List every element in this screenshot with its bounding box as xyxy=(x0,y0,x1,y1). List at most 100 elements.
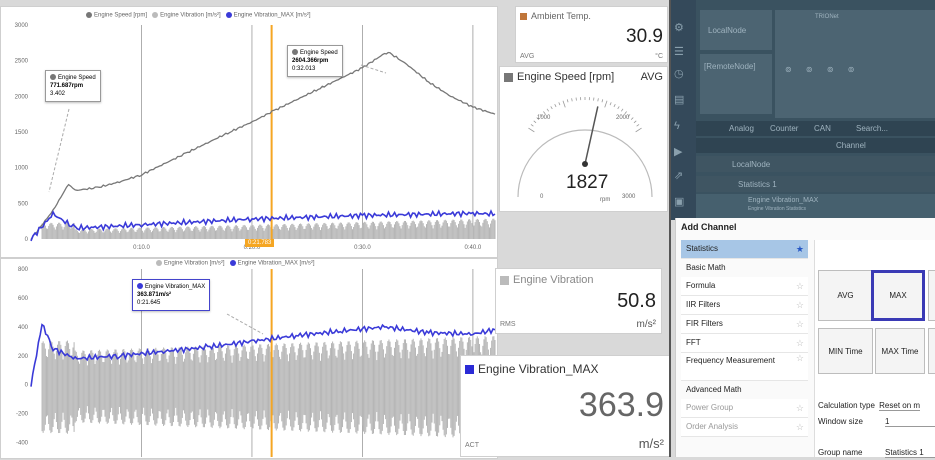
next-stat-button[interactable] xyxy=(928,270,935,321)
tooltip-engine-speed-1: Engine Speed 771.687rpm 3.402 xyxy=(45,70,101,102)
engine-vibration-max-value: 363.9 xyxy=(579,386,664,425)
x-tick-label: 0:10.0 xyxy=(133,245,150,251)
channel-tabs-bar: Analog Counter CAN Search... xyxy=(696,121,935,136)
gauge-tick xyxy=(559,102,560,105)
x-tick-label: 0:30.0 xyxy=(354,245,371,251)
y-tick-label: 0 xyxy=(25,237,29,243)
y-tick-label: 800 xyxy=(18,267,29,273)
engine-vibration-unit: m/s² xyxy=(637,319,656,330)
local-node-card[interactable]: LocalNode xyxy=(700,10,772,50)
star-icon[interactable]: ☆ xyxy=(796,334,804,352)
ambient-stat: AVG xyxy=(520,53,534,60)
storage-icon[interactable]: ▣ xyxy=(674,196,686,208)
tab-counter[interactable]: Counter xyxy=(770,124,798,133)
gauge-tick xyxy=(636,128,642,132)
star-icon[interactable]: ★ xyxy=(796,240,804,258)
y-tick-label: 500 xyxy=(18,201,29,207)
engine-speed-gauge-widget[interactable]: Engine Speed [rpm] AVG 0 1000 2000 3000 … xyxy=(499,66,668,212)
star-icon[interactable]: ☆ xyxy=(796,277,804,295)
engine-vibration-max-unit: m/s² xyxy=(639,436,664,451)
gear-icon[interactable]: ⚙ xyxy=(674,22,686,34)
tree-localnode[interactable]: LocalNode xyxy=(696,156,935,172)
lightning-icon[interactable]: ϟ xyxy=(674,120,686,132)
ambient-temp-widget[interactable]: Ambient Temp. 30.9 AVG °C xyxy=(515,6,668,63)
advanced-math-item[interactable]: Order Analysis☆ xyxy=(681,418,808,437)
gauge-tick xyxy=(543,111,545,113)
engine-vibration-stat: RMS xyxy=(500,321,516,328)
gauge-tick xyxy=(563,101,565,108)
gauge-tick xyxy=(567,99,568,102)
max-button[interactable]: MAX xyxy=(871,270,925,321)
gauge-tick xyxy=(610,102,611,105)
panel-divider xyxy=(669,0,671,457)
next-time-button[interactable] xyxy=(928,328,935,374)
channel-setup-panel: ⚙ ☰ ◷ ▤ ϟ ▶ ⇗ ▣ LocalNode [RemoteNode] T… xyxy=(670,0,935,220)
gauge-tick xyxy=(534,121,536,123)
basic-math-item[interactable]: IIR Filters☆ xyxy=(681,296,808,315)
y-tick-label: 400 xyxy=(18,325,29,331)
window-size-row: Window size 1 xyxy=(818,417,863,426)
min-time-button[interactable]: MIN Time xyxy=(818,328,873,374)
ambient-value: 30.9 xyxy=(626,26,663,48)
document-icon[interactable]: ▤ xyxy=(674,94,686,106)
color-square-icon xyxy=(520,13,527,20)
engine-vibration-widget[interactable]: Engine Vibration 50.8 RMS m/s² xyxy=(495,268,662,334)
engine-vibration-max-title: Engine Vibration_MAX xyxy=(465,362,599,376)
clock-icon[interactable]: ◷ xyxy=(674,68,686,80)
avg-button[interactable]: AVG xyxy=(818,270,873,321)
tab-can[interactable]: CAN xyxy=(814,124,831,133)
gauge-tick xyxy=(625,111,627,113)
engine-speed-unit: rpm xyxy=(600,197,610,203)
remote-node-card[interactable]: [RemoteNode] xyxy=(700,54,772,114)
y-tick-label: 1000 xyxy=(15,166,29,172)
ambient-unit: °C xyxy=(655,53,663,60)
bottom-chart[interactable]: Engine Vibration [m/s²] Engine Vibration… xyxy=(0,258,498,459)
top-chart[interactable]: Engine Speed [rpm] Engine Vibration [m/s… xyxy=(0,6,498,258)
gauge-tick xyxy=(631,118,633,120)
device-overview[interactable]: TRIONet ⊚ ⊚ ⊚ ⊚ xyxy=(775,10,935,118)
tree-statistics-1[interactable]: Statistics 1 xyxy=(696,176,935,192)
export-icon[interactable]: ⇗ xyxy=(674,170,686,182)
basic-math-item[interactable]: Formula☆ xyxy=(681,277,808,296)
basic-math-item[interactable]: FIR Filters☆ xyxy=(681,315,808,334)
gauge-tick xyxy=(602,99,603,102)
star-icon[interactable]: ☆ xyxy=(796,418,804,436)
star-icon[interactable]: ☆ xyxy=(796,296,804,314)
gauge-tick xyxy=(618,106,620,109)
star-icon[interactable]: ☆ xyxy=(796,353,804,363)
gauge-tick xyxy=(598,98,599,101)
play-icon[interactable]: ▶ xyxy=(674,146,686,158)
engine-speed-value: 1827 xyxy=(566,172,608,194)
color-square-icon xyxy=(465,365,474,374)
category-statistics[interactable]: Statistics★ xyxy=(681,240,808,259)
y-tick-label: 1500 xyxy=(15,130,29,136)
cursor-time-label[interactable]: 0:21.783 xyxy=(245,239,274,247)
ambient-title: Ambient Temp. xyxy=(520,11,591,21)
function-panel: AVG MAX MIN Time MAX Time Calculation ty… xyxy=(814,240,935,457)
star-icon[interactable]: ☆ xyxy=(796,315,804,333)
x-tick-label: 0:40.0 xyxy=(465,245,482,251)
gauge-tick xyxy=(555,104,556,107)
channel-search[interactable]: Search... xyxy=(856,124,888,133)
max-time-button[interactable]: MAX Time xyxy=(875,328,925,374)
gauge-label-0: 0 xyxy=(540,194,543,200)
y-tick-label: -400 xyxy=(16,441,29,447)
gauge-label-3000: 3000 xyxy=(622,194,635,200)
basic-math-item[interactable]: Frequency Measurement☆ xyxy=(681,353,808,381)
engine-speed-gauge-title: Engine Speed [rpm] xyxy=(504,71,614,83)
category-list: Statistics★ Basic Math Formula☆IIR Filte… xyxy=(681,240,808,460)
basic-math-item[interactable]: FFT☆ xyxy=(681,334,808,353)
gauge-label-2000: 2000 xyxy=(616,115,629,121)
tab-analog[interactable]: Analog xyxy=(729,124,754,133)
calc-type-select[interactable]: Reset on m xyxy=(879,401,920,411)
list-icon[interactable]: ☰ xyxy=(674,46,686,58)
gauge-tick xyxy=(547,109,549,111)
star-icon[interactable]: ☆ xyxy=(796,399,804,417)
advanced-math-item[interactable]: Power Group☆ xyxy=(681,399,808,418)
gauge-tick xyxy=(605,101,607,108)
engine-vibration-max-widget[interactable]: Engine Vibration_MAX 363.9 ACT m/s² xyxy=(460,355,670,457)
window-size-input[interactable]: 1 xyxy=(885,417,935,427)
y-tick-label: -200 xyxy=(16,412,29,418)
tree-item-vibration-max[interactable]: Engine Vibration_MAX Engine Vibration St… xyxy=(696,194,935,218)
